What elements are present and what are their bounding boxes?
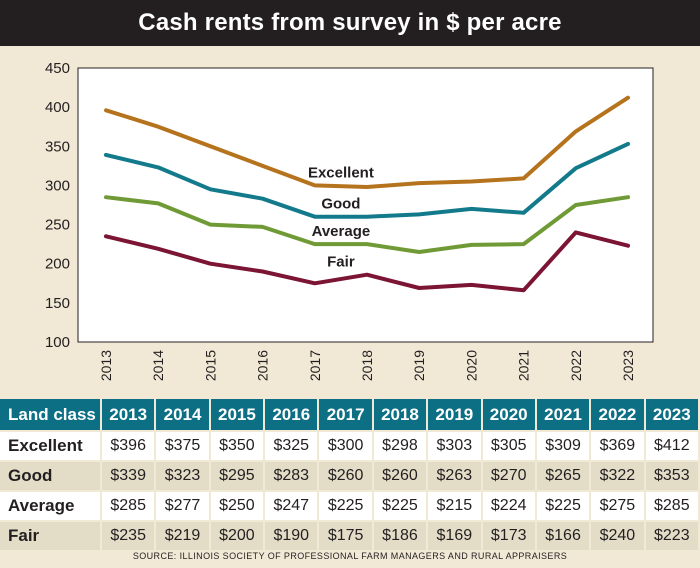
rent-cell: $285 [644,490,700,521]
header-land-class: Land class [0,399,102,431]
rent-cell: $303 [427,430,483,461]
header-year: 2023 [644,399,700,431]
rent-cell: $396 [101,430,157,461]
header-year: 2013 [101,399,157,431]
rent-cell: $283 [264,460,320,491]
series-label-average: Average [312,223,371,240]
x-tick-label: 2017 [307,350,323,381]
table-row: Average $285 $277 $250 $247 $225 $225 $215 $224 $… [0,490,700,521]
rent-cell: $219 [155,520,211,550]
series-label-good: Good [321,196,360,213]
x-tick-label: 2016 [255,350,271,381]
y-tick-label: 150 [45,295,70,312]
x-tick-label: 2021 [516,350,532,381]
rent-cell: $215 [427,490,483,521]
header-year: 2022 [590,399,646,431]
rent-cell: $369 [590,430,646,461]
series-line-fair [104,230,630,293]
x-tick-label: 2020 [463,350,479,381]
rent-cell: $225 [535,490,592,521]
rent-cell: $260 [318,460,374,491]
x-tick-label: 2018 [359,350,375,381]
y-tick-label: 450 [45,60,70,77]
rent-cell: $200 [209,520,266,550]
rent-cell: $224 [481,490,537,521]
rent-cell: $247 [264,490,320,521]
rent-cell: $275 [590,490,646,521]
rent-cell: $186 [372,520,429,550]
rent-cell: $295 [209,460,266,491]
table-row: Good $339 $323 $295 $283 $260 $260 $263 $270 $265… [0,460,700,491]
x-tick-label: 2015 [202,350,218,381]
row-label: Good [0,460,102,491]
rent-cell: $250 [209,490,266,521]
header-year: 2020 [481,399,537,431]
rent-cell: $175 [318,520,374,550]
series-label-excellent: Excellent [308,164,374,181]
header-year: 2014 [155,399,211,431]
line-chart: 100 150 200 250 300 350 400 450 2013 2014 2015 201… [45,60,654,381]
x-tick-label: 2019 [411,350,427,381]
header-year: 2019 [427,399,483,431]
rent-cell: $169 [427,520,483,550]
x-tick-label: 2022 [568,350,584,381]
header-year: 2015 [209,399,266,431]
series-line-average [104,195,630,254]
header-year: 2017 [318,399,374,431]
series-label-fair: Fair [327,254,355,271]
y-tick-label: 100 [45,334,70,351]
rent-cell: $277 [155,490,211,521]
rent-cell: $353 [644,460,700,491]
rent-cell: $300 [318,430,374,461]
y-tick-label: 300 [45,177,70,194]
x-tick-label: 2014 [150,350,166,381]
rent-cell: $270 [481,460,537,491]
series-line-excellent [104,95,630,189]
rent-cell: $375 [155,430,211,461]
source-note: SOURCE: ILLINOIS SOCIETY OF PROFESSIONAL… [132,551,568,561]
rent-cell: $260 [372,460,429,491]
rent-cell: $225 [372,490,429,521]
rent-cell: $265 [535,460,592,491]
y-tick-label: 400 [45,99,70,116]
rent-cell: $173 [481,520,537,550]
rent-cell: $235 [101,520,157,550]
table-row: Fair $235 $219 $200 $190 $175 $186 $169 $173 $166… [0,520,700,550]
header-year: 2018 [372,399,429,431]
y-tick-label: 350 [45,138,70,155]
plot-area [77,67,654,343]
x-tick-label: 2013 [98,350,114,381]
table-header-row: Land class 2013 2014 2015 2016 2017 2018 2019 20… [0,399,700,431]
rent-cell: $263 [427,460,483,491]
rent-table: Land class 2013 2014 2015 2016 2017 2018 2019 20… [0,399,700,550]
rent-cell: $323 [155,460,211,491]
rent-cell: $339 [101,460,157,491]
rent-cell: $298 [372,430,429,461]
x-tick-label: 2023 [620,350,636,381]
rent-cell: $412 [644,430,700,461]
rent-cell: $190 [264,520,320,550]
row-label: Excellent [0,430,102,461]
row-label: Fair [0,520,102,550]
y-tick-label: 200 [45,256,70,273]
y-tick-label: 250 [45,217,70,234]
series-line-good [104,141,630,219]
row-label: Average [0,490,102,521]
rent-cell: $223 [644,520,700,550]
header-year: 2021 [535,399,592,431]
table-row: Excellent $396 $375 $350 $325 $300 $298 $303 $30… [0,430,700,461]
rent-cell: $322 [590,460,646,491]
header-year: 2016 [264,399,320,431]
rent-cell: $240 [590,520,646,550]
chart-title: Cash rents from survey in $ per acre [0,0,700,46]
rent-cell: $166 [535,520,592,550]
rent-cell: $309 [535,430,592,461]
rent-cell: $225 [318,490,374,521]
rent-cell: $285 [101,490,157,521]
rent-cell: $305 [481,430,537,461]
rent-cell: $350 [209,430,266,461]
rent-cell: $325 [264,430,320,461]
